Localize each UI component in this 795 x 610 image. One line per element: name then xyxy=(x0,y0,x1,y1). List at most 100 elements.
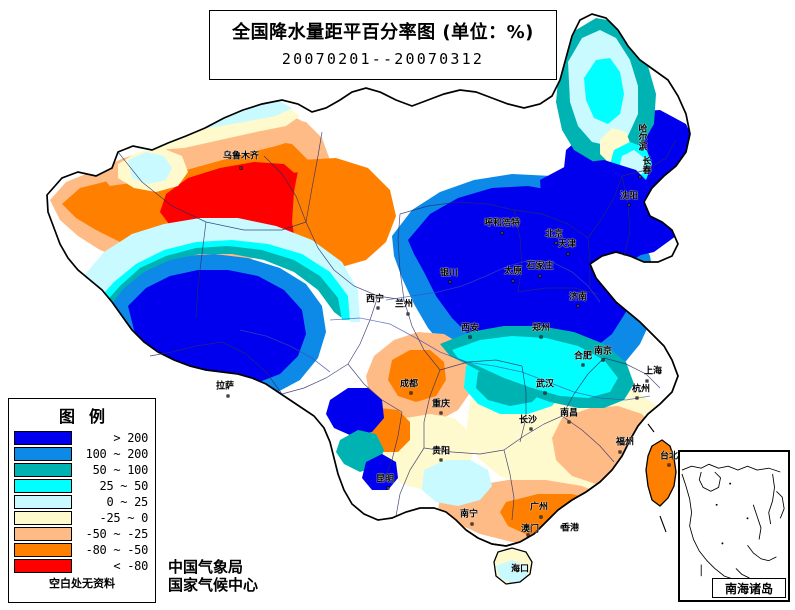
taiwan-outline xyxy=(645,439,677,507)
station-marker xyxy=(526,533,530,537)
city-label: 哈尔滨 xyxy=(636,123,647,151)
station-marker xyxy=(226,394,230,398)
legend-range-label: -50 ~ -25 xyxy=(85,527,149,541)
station-marker xyxy=(448,280,452,284)
city-label: 银川 xyxy=(439,268,459,279)
station-marker xyxy=(601,358,605,362)
city-label: 上海 xyxy=(643,366,663,377)
station-marker xyxy=(560,525,564,529)
legend-row: -80 ~ -50 xyxy=(9,542,155,558)
legend-color-swatch xyxy=(14,479,72,493)
provincial-borders xyxy=(117,131,677,521)
station-marker xyxy=(554,241,558,245)
legend-row: 0 ~ 25 xyxy=(9,494,155,510)
city-label: 杭州 xyxy=(631,384,651,395)
coastline xyxy=(465,263,679,547)
legend-color-swatch xyxy=(14,527,72,541)
station-marker xyxy=(439,411,443,415)
inset-map xyxy=(681,463,785,581)
legend-range-label: -25 ~ 0 xyxy=(99,511,149,525)
legend-range-label: 0 ~ 25 xyxy=(106,495,148,509)
station-marker xyxy=(529,427,533,431)
city-label: 海口 xyxy=(510,564,530,575)
map-title: 全国降水量距平百分率图 (单位：%) xyxy=(232,22,534,44)
station-marker xyxy=(386,486,390,490)
rivers xyxy=(239,259,651,401)
city-label: 沈阳 xyxy=(619,191,639,202)
station-marker xyxy=(581,363,585,367)
station-marker xyxy=(566,252,570,256)
legend-range-label: < -80 xyxy=(113,559,148,573)
legend-range-label: -80 ~ -50 xyxy=(85,543,149,557)
legend: 图例 > 200 100 ~ 200 50 ~ 100 25 ~ 50 0 ~ 25 -2… xyxy=(8,398,156,603)
city-label: 郑州 xyxy=(531,323,551,334)
legend-color-swatch xyxy=(14,511,72,525)
city-label: 重庆 xyxy=(431,399,451,410)
legend-color-swatch xyxy=(14,447,72,461)
station-marker xyxy=(409,391,413,395)
station-marker xyxy=(511,279,515,283)
inset-label: 南海诸岛 xyxy=(712,578,786,598)
station-marker xyxy=(406,312,410,316)
station-marker xyxy=(638,175,642,179)
legend-range-label: > 200 xyxy=(113,431,148,445)
city-label: 乌鲁木齐 xyxy=(222,151,260,162)
city-label: 长沙 xyxy=(518,415,538,426)
station-marker xyxy=(439,458,443,462)
south-china-sea-inset: 南海诸岛 xyxy=(678,450,790,602)
legend-row: 50 ~ 100 xyxy=(9,462,155,478)
legend-row: > 200 xyxy=(9,430,155,446)
legend-row: -50 ~ -25 xyxy=(9,526,155,542)
credit-center: 国家气候中心 xyxy=(168,576,259,595)
city-label: 合肥 xyxy=(573,351,593,362)
station-marker xyxy=(470,522,474,526)
city-label: 广州 xyxy=(529,502,549,513)
credits: 中国气象局 国家气候中心 xyxy=(168,558,258,595)
city-label: 福州 xyxy=(615,437,635,448)
station-marker xyxy=(618,450,622,454)
legend-color-swatch xyxy=(14,543,72,557)
station-marker xyxy=(512,566,516,570)
legend-range-label: 100 ~ 200 xyxy=(85,447,149,461)
legend-footnote: 空白处无资料 xyxy=(49,577,115,590)
city-label: 澳门 xyxy=(520,524,540,535)
city-label: 武汉 xyxy=(535,379,555,390)
legend-row: -25 ~ 0 xyxy=(9,510,155,526)
city-label: 西安 xyxy=(460,323,480,334)
station-marker xyxy=(468,335,472,339)
credit-agency: 中国气象局 xyxy=(168,558,244,576)
map-period: 20070201--20070312 xyxy=(281,49,485,68)
legend-rows: > 200 100 ~ 200 50 ~ 100 25 ~ 50 0 ~ 25 -25 ~… xyxy=(9,430,155,574)
city-label: 拉萨 xyxy=(215,381,235,392)
station-marker xyxy=(567,420,571,424)
city-label: 南宁 xyxy=(459,509,479,520)
legend-range-label: 25 ~ 50 xyxy=(99,479,149,493)
hainan-outline xyxy=(493,547,533,585)
legend-color-swatch xyxy=(14,495,72,509)
map-tick-marks xyxy=(647,423,667,533)
station-marker xyxy=(645,379,649,383)
station-marker xyxy=(576,304,580,308)
station-marker xyxy=(376,306,380,310)
legend-title: 图例 xyxy=(58,407,119,426)
city-label: 香港 xyxy=(560,523,580,534)
station-marker xyxy=(667,463,671,467)
legend-color-swatch xyxy=(14,431,72,445)
city-label: 北京 xyxy=(544,229,564,240)
city-label: 济南 xyxy=(568,292,588,303)
city-label: 台北 xyxy=(659,451,679,462)
legend-range-label: 50 ~ 100 xyxy=(92,463,149,477)
legend-row: 25 ~ 50 xyxy=(9,478,155,494)
city-label: 南京 xyxy=(593,346,613,357)
legend-color-swatch xyxy=(14,463,72,477)
station-marker xyxy=(538,274,542,278)
station-marker xyxy=(500,231,504,235)
city-label: 兰州 xyxy=(394,299,414,310)
city-label: 长春 xyxy=(640,156,651,174)
city-label: 天津 xyxy=(557,239,577,250)
city-label: 石家庄 xyxy=(526,261,554,272)
legend-row: < -80 xyxy=(9,558,155,574)
map-title-box: 全国降水量距平百分率图 (单位：%) 20070201--20070312 xyxy=(209,10,557,80)
